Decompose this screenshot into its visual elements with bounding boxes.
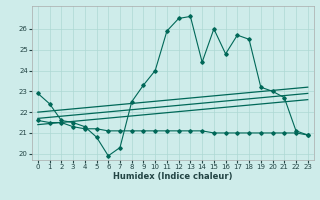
X-axis label: Humidex (Indice chaleur): Humidex (Indice chaleur) [113, 172, 233, 181]
